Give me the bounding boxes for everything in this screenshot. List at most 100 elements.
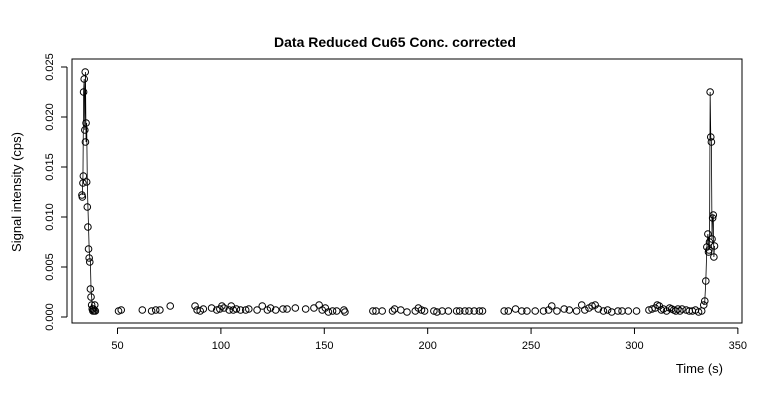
data-point (618, 307, 626, 315)
data-point (706, 88, 714, 96)
data-point (444, 307, 453, 315)
data-point (271, 306, 280, 314)
x-tick-label: 200 (418, 340, 436, 352)
data-point (478, 307, 487, 315)
data-points (78, 68, 719, 316)
x-axis: 50 100 150 200 250 300 350 (111, 327, 747, 352)
data-point (539, 307, 548, 315)
data-point (674, 305, 682, 313)
data-point (83, 203, 92, 211)
data-point (138, 306, 147, 314)
data-point (266, 304, 275, 312)
data-point (706, 133, 715, 141)
data-point (648, 305, 656, 313)
data-point (430, 307, 438, 315)
data-point (82, 178, 91, 186)
data-point (553, 307, 561, 315)
x-axis-label: Time (s) (676, 361, 723, 376)
data-point (403, 308, 411, 316)
data-point (253, 306, 261, 314)
data-point (572, 307, 581, 315)
data-point (225, 306, 233, 314)
data-point (678, 305, 686, 313)
data-point (90, 301, 99, 309)
data-point (79, 88, 88, 96)
series-lines (81, 71, 715, 313)
data-point (78, 193, 87, 201)
data-point (87, 293, 95, 301)
data-point (218, 302, 226, 310)
data-point (523, 307, 531, 315)
x-tick-label: 50 (111, 340, 123, 352)
data-point (207, 304, 216, 312)
data-point (614, 307, 622, 315)
data-point (704, 230, 712, 238)
data-point (560, 305, 568, 313)
data-point (547, 302, 556, 310)
data-point (236, 306, 245, 314)
data-point (147, 307, 156, 315)
data-point (632, 307, 641, 315)
data-point (258, 302, 267, 310)
data-point (517, 307, 526, 315)
data-point (212, 306, 221, 314)
data-point (694, 308, 703, 316)
data-point (607, 308, 616, 316)
data-point (291, 304, 300, 312)
data-point (79, 172, 88, 180)
data-point (229, 306, 238, 314)
data-point (699, 301, 708, 309)
data-point (388, 307, 397, 315)
data-point (81, 138, 90, 146)
data-point (702, 277, 710, 285)
data-point (433, 308, 441, 316)
data-point (603, 306, 612, 314)
data-point (707, 138, 716, 146)
data-point (599, 307, 608, 315)
data-point (324, 308, 333, 316)
data-point (199, 305, 208, 313)
plot-frame (71, 58, 743, 324)
y-axis-label: Signal intensity (cps) (9, 132, 24, 252)
y-tick-label: 0.005 (44, 253, 56, 281)
data-point (417, 306, 426, 314)
data-point (166, 302, 175, 310)
y-tick-label: 0.020 (44, 103, 56, 131)
data-point (81, 68, 90, 76)
data-point (475, 307, 484, 315)
data-point (369, 307, 377, 315)
data-point (283, 305, 291, 313)
data-point (82, 119, 90, 127)
data-point (232, 305, 241, 313)
x-tick-label: 250 (522, 340, 540, 352)
data-point (470, 307, 479, 315)
data-point (279, 305, 287, 313)
data-point (531, 307, 540, 315)
data-point (709, 211, 718, 219)
data-point (301, 305, 310, 313)
data-point (341, 308, 349, 316)
data-point (500, 307, 508, 315)
data-point (91, 307, 100, 315)
data-point (581, 306, 589, 314)
data-point (378, 307, 386, 315)
y-tick-label: 0.000 (44, 303, 56, 331)
y-tick-label: 0.010 (44, 203, 56, 231)
data-point (332, 307, 341, 315)
data-point (80, 75, 88, 83)
data-point (151, 306, 160, 314)
x-tick-label: 350 (729, 340, 747, 352)
data-point (241, 306, 250, 314)
data-point (455, 307, 464, 315)
data-point (84, 223, 92, 231)
data-point (420, 307, 429, 315)
series-line (703, 91, 715, 306)
data-point (397, 306, 405, 314)
data-point (85, 258, 94, 266)
data-point (504, 307, 513, 315)
y-tick-label: 0.025 (44, 53, 56, 81)
data-point (452, 307, 461, 315)
series-line (81, 71, 96, 313)
data-point (191, 302, 199, 310)
